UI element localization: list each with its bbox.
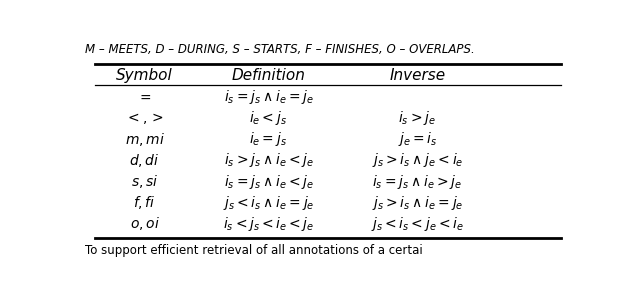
Text: $<, >$: $<, >$: [125, 111, 164, 126]
Text: $f, fi$: $f, fi$: [133, 194, 156, 211]
Text: $j_e = i_s$: $j_e = i_s$: [397, 130, 437, 148]
Text: $o, oi$: $o, oi$: [129, 215, 159, 232]
Text: $i_e < j_s$: $i_e < j_s$: [250, 109, 287, 127]
Text: $i_s > j_s \wedge i_e < j_e$: $i_s > j_s \wedge i_e < j_e$: [223, 152, 314, 170]
Text: $s, si$: $s, si$: [131, 173, 158, 190]
Text: $j_s < i_s < j_e < i_e$: $j_s < i_s < j_e < i_e$: [371, 215, 464, 233]
Text: Symbol: Symbol: [116, 68, 173, 83]
Text: Inverse: Inverse: [389, 68, 445, 83]
Text: $i_s = j_s \wedge i_e = j_e$: $i_s = j_s \wedge i_e = j_e$: [223, 88, 314, 106]
Text: $=$: $=$: [137, 90, 152, 104]
Text: $i_s < j_s < i_e < j_e$: $i_s < j_s < i_e < j_e$: [223, 215, 314, 233]
Text: $d, di$: $d, di$: [129, 152, 160, 169]
Text: To support efficient retrieval of all annotations of a certai: To support efficient retrieval of all an…: [85, 244, 422, 257]
Text: $m, mi$: $m, mi$: [125, 131, 164, 148]
Text: M – MEETS, D – DURING, S – STARTS, F – FINISHES, O – OVERLAPS.: M – MEETS, D – DURING, S – STARTS, F – F…: [85, 43, 475, 56]
Text: $j_s < i_s \wedge i_e = j_e$: $j_s < i_s \wedge i_e = j_e$: [223, 194, 314, 212]
Text: $i_e = j_s$: $i_e = j_s$: [250, 130, 287, 148]
Text: Definition: Definition: [232, 68, 305, 83]
Text: $i_s = j_s \wedge i_e < j_e$: $i_s = j_s \wedge i_e < j_e$: [223, 173, 314, 190]
Text: $j_s > i_s \wedge i_e = j_e$: $j_s > i_s \wedge i_e = j_e$: [372, 194, 463, 212]
Text: $i_s = j_s \wedge i_e > j_e$: $i_s = j_s \wedge i_e > j_e$: [372, 173, 462, 190]
Text: $j_s > i_s \wedge j_e < i_e$: $j_s > i_s \wedge j_e < i_e$: [372, 152, 463, 170]
Text: $i_s > j_e$: $i_s > j_e$: [398, 109, 436, 127]
